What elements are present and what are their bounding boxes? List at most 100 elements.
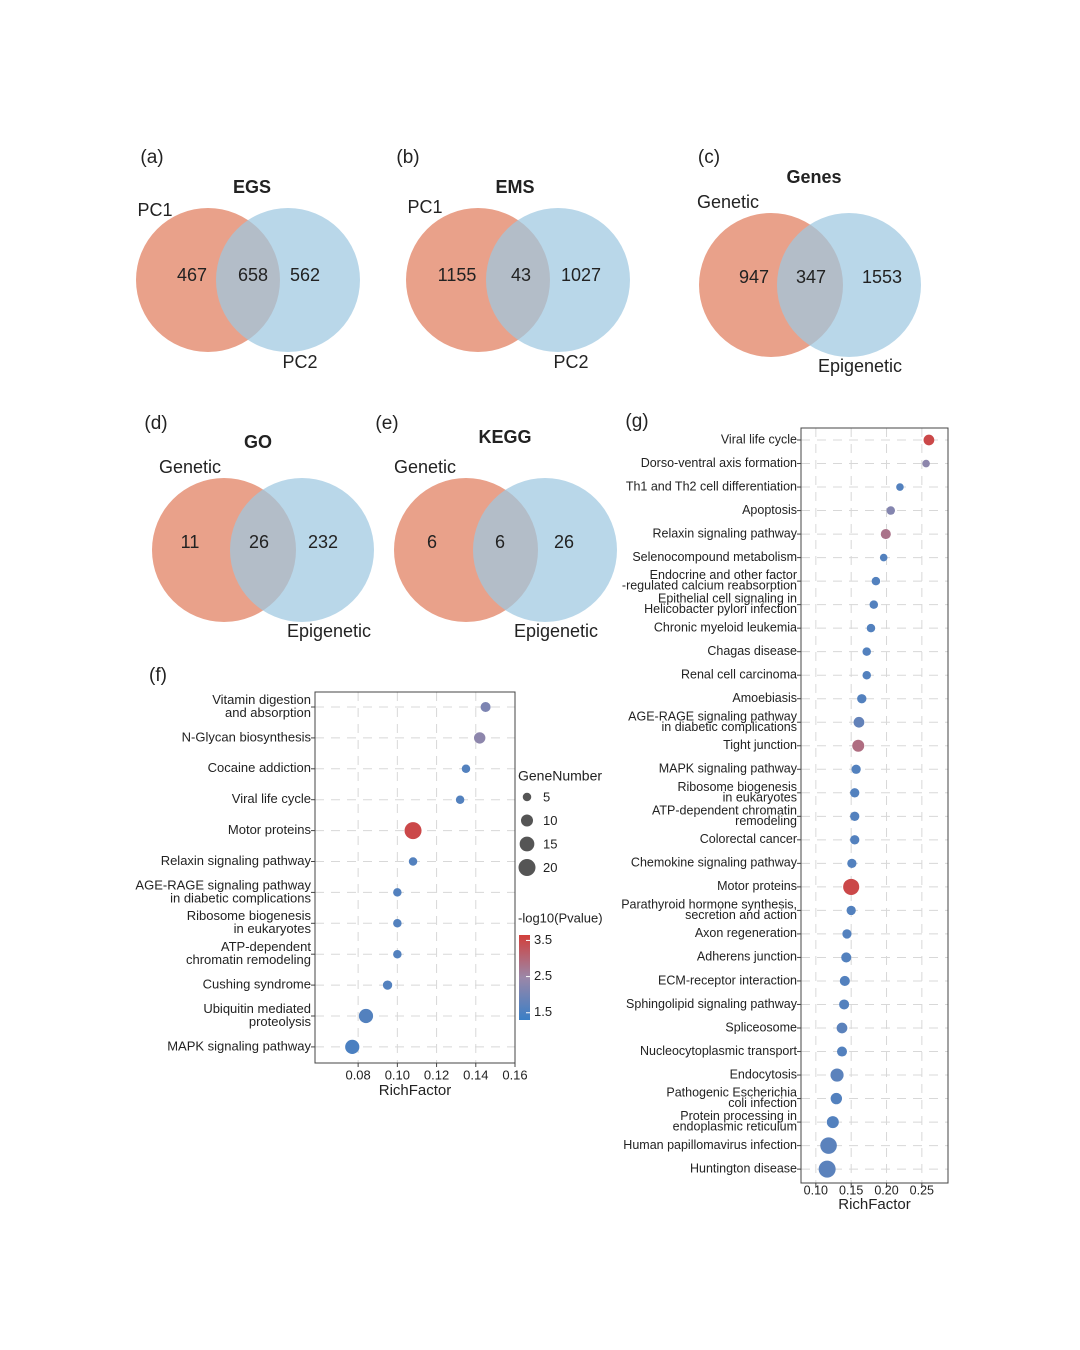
- y-tick-label: Apoptosis: [742, 503, 797, 517]
- venn-count: 467: [177, 265, 207, 285]
- set-label: PC2: [282, 352, 317, 372]
- dot: [404, 822, 422, 840]
- y-tick-label: ATP-dependent chromatin: [652, 803, 797, 817]
- set-label: PC2: [553, 352, 588, 372]
- y-tick-label: Sphingolipid signaling pathway: [626, 997, 798, 1011]
- colorbar-label: 1.5: [534, 1004, 552, 1019]
- y-tick-label: N-Glycan biosynthesis: [182, 729, 312, 744]
- y-tick-label: Protein processing in: [680, 1109, 797, 1123]
- y-tick-label: Selenocompound metabolism: [632, 550, 797, 564]
- y-tick-label: AGE-RAGE signaling pathway: [135, 877, 311, 892]
- y-tick-label: Amoebiasis: [732, 691, 797, 705]
- dot: [851, 764, 861, 774]
- panel-label: (a): [140, 147, 163, 168]
- y-tick-label: AGE-RAGE signaling pathway: [628, 709, 798, 723]
- y-tick-label: Endocrine and other factor: [650, 568, 797, 582]
- x-tick-label: 0.10: [804, 1183, 828, 1197]
- legend-title: GeneNumber: [518, 768, 602, 784]
- y-tick-label: secretion and action: [685, 908, 797, 922]
- legend-label: 15: [543, 836, 557, 851]
- panel-label: (g): [625, 411, 648, 432]
- dot: [480, 701, 491, 713]
- dot: [836, 1022, 848, 1034]
- dot: [408, 857, 418, 866]
- dot: [847, 858, 857, 869]
- y-tick-label: Chagas disease: [707, 644, 797, 658]
- x-axis-label: RichFactor: [379, 1082, 452, 1099]
- dot: [842, 929, 852, 939]
- dot: [393, 949, 402, 959]
- y-tick-label: in eukaryotes: [234, 921, 312, 936]
- dot: [826, 1116, 839, 1129]
- venn-count: 43: [511, 265, 531, 285]
- dot: [382, 980, 393, 990]
- set-circle: [486, 208, 630, 352]
- dot: [850, 811, 860, 821]
- dot: [850, 788, 860, 798]
- dot: [830, 1068, 844, 1082]
- set-label: Epigenetic: [287, 621, 371, 641]
- y-tick-label: Adherens junction: [697, 950, 797, 964]
- x-tick-label: 0.14: [463, 1067, 488, 1082]
- dot: [852, 739, 865, 752]
- y-tick-label: Parathyroid hormone synthesis,: [621, 897, 797, 911]
- dot: [839, 999, 850, 1010]
- x-tick-label: 0.15: [839, 1183, 863, 1197]
- venn-title: EGS: [233, 177, 271, 197]
- y-tick-label: Chronic myeloid leukemia: [654, 620, 797, 634]
- y-tick-label: Cocaine addiction: [208, 760, 311, 775]
- x-tick-label: 0.10: [385, 1067, 410, 1082]
- y-tick-label: and absorption: [225, 705, 311, 720]
- set-label: Genetic: [159, 457, 221, 477]
- y-tick-label: proteolysis: [249, 1014, 312, 1029]
- y-tick-label: Vitamin digestion: [212, 692, 311, 707]
- y-tick-label: in diabetic complications: [170, 890, 311, 905]
- dot: [846, 905, 856, 916]
- y-tick-label: Nucleocytoplasmic transport: [640, 1044, 798, 1058]
- dot: [853, 716, 865, 728]
- set-label: Genetic: [697, 192, 759, 212]
- y-tick-label: Relaxin signaling pathway: [161, 853, 312, 868]
- dot: [886, 506, 896, 515]
- dot: [862, 670, 871, 680]
- y-tick-label: Renal cell carcinoma: [681, 667, 797, 681]
- y-tick-label: Axon regeneration: [695, 926, 797, 940]
- y-tick-label: Viral life cycle: [232, 791, 311, 806]
- set-label: Genetic: [394, 457, 456, 477]
- y-tick-label: coli infection: [728, 1096, 797, 1110]
- x-tick-label: 0.08: [345, 1067, 370, 1082]
- y-tick-label: Spliceosome: [725, 1020, 797, 1034]
- y-tick-label: Ubiquitin mediated: [203, 1001, 311, 1016]
- panel-label: (b): [396, 147, 419, 168]
- venn-count: 562: [290, 265, 320, 285]
- dot: [820, 1137, 837, 1154]
- panel-label: (c): [698, 147, 720, 168]
- set-label: Epigenetic: [514, 621, 598, 641]
- y-tick-label: Cushing syndrome: [203, 977, 311, 992]
- dot: [862, 647, 871, 656]
- y-tick-label: MAPK signaling pathway: [167, 1038, 311, 1053]
- venn-count: 11: [181, 532, 200, 552]
- y-tick-label: Human papillomavirus infection: [623, 1138, 797, 1152]
- dot: [922, 459, 930, 468]
- dot: [871, 576, 881, 586]
- venn-count: 947: [739, 267, 769, 287]
- legend-label: 20: [543, 860, 557, 875]
- y-tick-label: remodeling: [735, 814, 797, 828]
- x-tick-label: 0.16: [502, 1067, 527, 1082]
- dot: [879, 553, 888, 562]
- y-tick-label: Dorso-ventral axis formation: [641, 456, 797, 470]
- dot: [841, 952, 852, 963]
- y-tick-label: chromatin remodeling: [186, 952, 311, 967]
- legend-title: -log10(Pvalue): [518, 910, 603, 925]
- y-tick-label: MAPK signaling pathway: [659, 762, 798, 776]
- dot: [455, 795, 465, 804]
- dot: [850, 835, 860, 845]
- colorbar-label: 2.5: [534, 968, 552, 983]
- dot: [839, 975, 850, 986]
- y-tick-label: Pathogenic Escherichia: [666, 1086, 797, 1100]
- dot: [830, 1092, 843, 1105]
- set-circle: [473, 478, 617, 622]
- panel-label: (f): [149, 665, 167, 686]
